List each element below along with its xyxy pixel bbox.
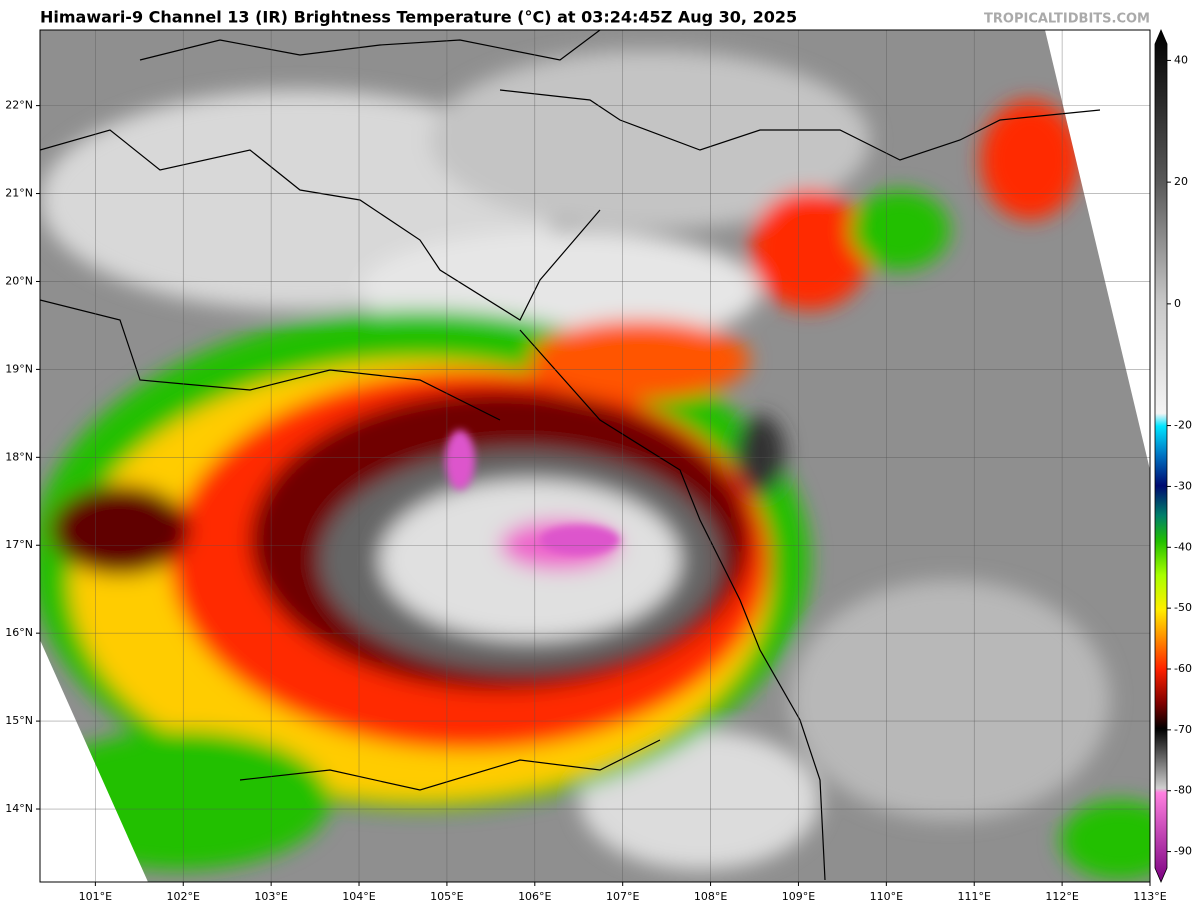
colorbar-label: -30 (1174, 479, 1192, 492)
lon-label: 108°E (694, 890, 727, 903)
lat-label: 22°N (5, 99, 33, 112)
lon-label: 111°E (958, 890, 991, 903)
graticule: 101°E 102°E 103°E 104°E 105°E 106°E 107°E 108°E… (5, 30, 1167, 903)
watermark: TROPICALTIDBITS.COM (984, 12, 1150, 27)
lat-label: 19°N (5, 362, 33, 375)
lon-label: 101°E (79, 890, 112, 903)
lon-label: 112°E (1045, 890, 1078, 903)
lat-label: 21°N (5, 187, 33, 200)
satellite-image (40, 30, 1150, 882)
lat-label: 20°N (5, 274, 33, 287)
lon-label: 103°E (254, 890, 287, 903)
colorbar-label: -20 (1174, 419, 1192, 432)
lat-label: 14°N (5, 802, 33, 815)
lon-label: 104°E (342, 890, 375, 903)
title: Himawari-9 Channel 13 (IR) Brightness Te… (40, 8, 797, 27)
colorbar-fill (1154, 28, 1168, 884)
lat-label: 15°N (5, 714, 33, 727)
colorbar-label: -40 (1174, 540, 1192, 553)
lat-label: 16°N (5, 626, 33, 639)
colorbar-label: -70 (1174, 723, 1192, 736)
lat-label: 17°N (5, 538, 33, 551)
colorbar-label: -60 (1174, 662, 1192, 675)
lon-label: 110°E (870, 890, 903, 903)
colorbar-label: -50 (1174, 601, 1192, 614)
map-frame (39, 29, 1151, 883)
lon-label: 102°E (167, 890, 200, 903)
colorbar-label: 0 (1174, 297, 1181, 310)
colorbar: 40 20 0 -20 -30 -40 -50 -60 -70 -80 -90 (1154, 28, 1192, 884)
lon-label: 106°E (518, 890, 551, 903)
lon-label: 113°E (1133, 890, 1166, 903)
colorbar-label: 20 (1174, 175, 1188, 188)
lon-label: 105°E (430, 890, 463, 903)
lon-label: 109°E (782, 890, 815, 903)
lon-label: 107°E (606, 890, 639, 903)
lat-label: 18°N (5, 450, 33, 463)
colorbar-label: -80 (1174, 784, 1192, 797)
colorbar-label: 40 (1174, 53, 1188, 66)
colorbar-label: -90 (1174, 845, 1192, 858)
